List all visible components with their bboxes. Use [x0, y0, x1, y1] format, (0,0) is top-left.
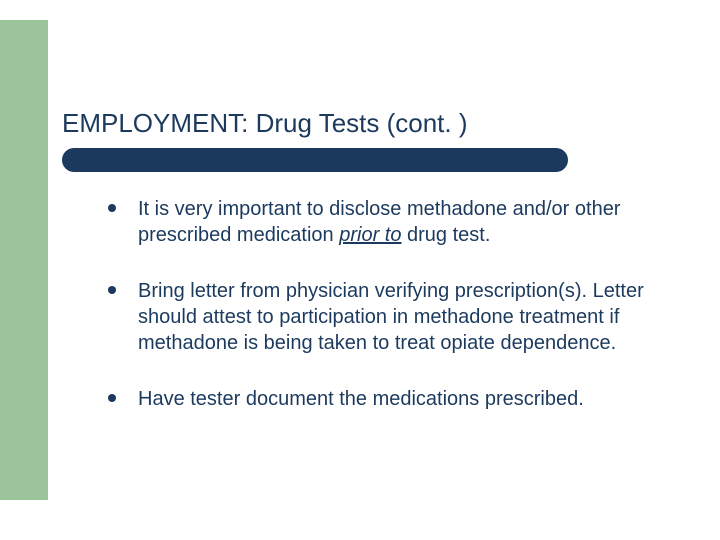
sidebar-accent	[0, 20, 48, 500]
title-wrap: EMPLOYMENT: Drug Tests (cont. )	[62, 108, 662, 147]
bullet-item: It is very important to disclose methado…	[108, 196, 648, 248]
bullet-pre: Have tester document the medications pre…	[138, 388, 584, 410]
slide-title: EMPLOYMENT: Drug Tests (cont. )	[62, 108, 662, 139]
bullet-item: Bring letter from physician verifying pr…	[108, 278, 648, 356]
bullet-dot-icon	[108, 286, 116, 294]
bullet-post: drug test.	[401, 224, 490, 246]
bullet-item: Have tester document the medications pre…	[108, 386, 648, 412]
bullet-dot-icon	[108, 204, 116, 212]
bullet-text: Bring letter from physician verifying pr…	[138, 278, 648, 356]
bullet-pre: Bring letter from physician verifying pr…	[138, 280, 644, 354]
bullet-text: Have tester document the medications pre…	[138, 386, 584, 412]
bullet-list: It is very important to disclose methado…	[108, 196, 648, 442]
bullet-emph: prior to	[339, 224, 401, 246]
bullet-dot-icon	[108, 394, 116, 402]
title-underline-bar	[62, 148, 568, 172]
bullet-text: It is very important to disclose methado…	[138, 196, 648, 248]
page-number: 64	[10, 501, 30, 522]
